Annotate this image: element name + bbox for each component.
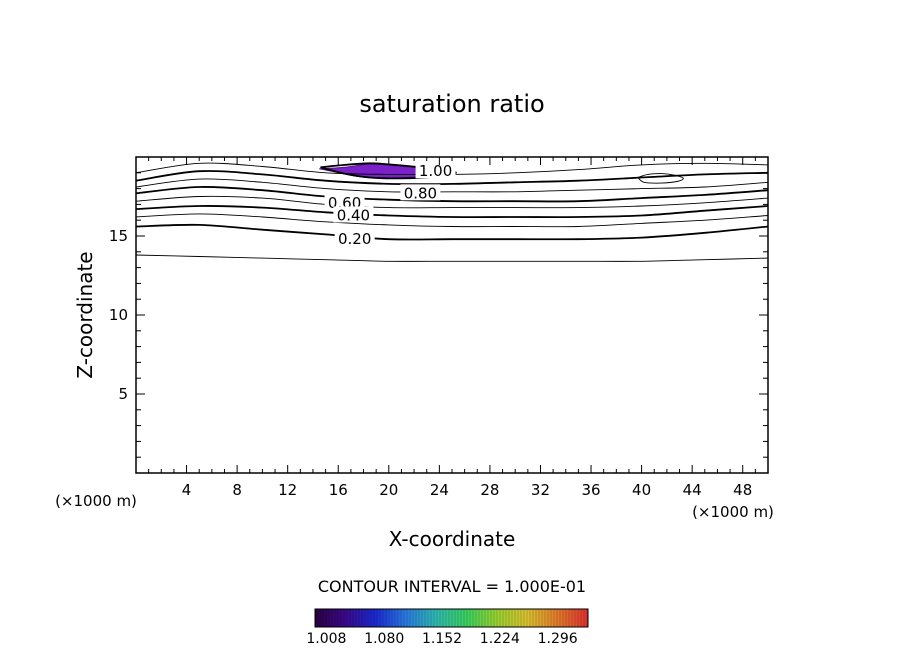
colorbar-tick-label: 1.080 — [364, 631, 404, 647]
x-tick-label: 20 — [379, 481, 398, 499]
contour-label-bg — [324, 193, 365, 210]
contour-line — [136, 205, 768, 219]
contour-interval: CONTOUR INTERVAL = 1.000E-01 — [318, 577, 586, 596]
y-tick-label: 15 — [109, 227, 128, 245]
contour-line — [136, 178, 768, 193]
x-tick-label: 12 — [278, 481, 297, 499]
contour-line — [136, 213, 768, 228]
y-axis: 5 10 15 — [109, 156, 768, 474]
contour-label-bg — [334, 230, 375, 247]
x-left-multiplier: (×1000 m) — [55, 492, 137, 510]
x-tick-label: 32 — [531, 481, 550, 499]
colorbar: 1.008 1.080 1.152 1.224 1.296 — [306, 608, 589, 647]
chart-title: saturation ratio — [359, 90, 544, 118]
x-tick-label: 24 — [430, 481, 449, 499]
colorbar-tick-label: 1.152 — [422, 631, 462, 647]
y-axis-label: Z-coordinate — [73, 251, 97, 378]
contour-closed — [636, 173, 684, 184]
x-tick-label: 4 — [182, 481, 192, 499]
colorbar-tick-label: 1.224 — [480, 631, 520, 647]
x-tick-label: 40 — [632, 481, 651, 499]
x-axis: 4 8 12 16 20 24 28 32 36 40 44 48 — [135, 157, 769, 499]
x-tick-label: 28 — [480, 481, 499, 499]
contour-line — [136, 186, 768, 203]
contour-line — [136, 223, 768, 241]
contour-label: 0.80 — [404, 184, 437, 202]
contour-line — [136, 195, 768, 209]
y-tick-label: 10 — [109, 306, 128, 324]
x-tick-label: 36 — [581, 481, 600, 499]
plot-area: 1.000.800.600.400.20 — [136, 162, 768, 262]
x-axis-label: X-coordinate — [389, 527, 516, 551]
colorbar-tick-label: 1.008 — [306, 631, 346, 647]
colorbar-ticks: 1.008 1.080 1.152 1.224 1.296 — [306, 631, 577, 647]
x-tick-label: 8 — [232, 481, 242, 499]
colorbar-stripes — [316, 609, 588, 627]
x-tick-label: 48 — [733, 481, 752, 499]
x-right-multiplier: (×1000 m) — [692, 503, 774, 521]
contour-label: 1.00 — [419, 162, 452, 180]
contour-label-bg — [400, 184, 441, 201]
contour-label: 0.40 — [337, 206, 370, 224]
x-tick-label: 44 — [683, 481, 702, 499]
x-tick-label: 16 — [329, 481, 348, 499]
colorbar-tick-label: 1.296 — [538, 631, 578, 647]
y-tick-label: 5 — [118, 385, 128, 403]
colorbar-gradient — [314, 608, 589, 628]
contour-line — [136, 254, 768, 262]
contour-label-bg — [333, 206, 374, 223]
contour-label: 0.20 — [338, 230, 371, 248]
contour-label-bg — [415, 162, 456, 179]
contour-line — [136, 170, 768, 186]
